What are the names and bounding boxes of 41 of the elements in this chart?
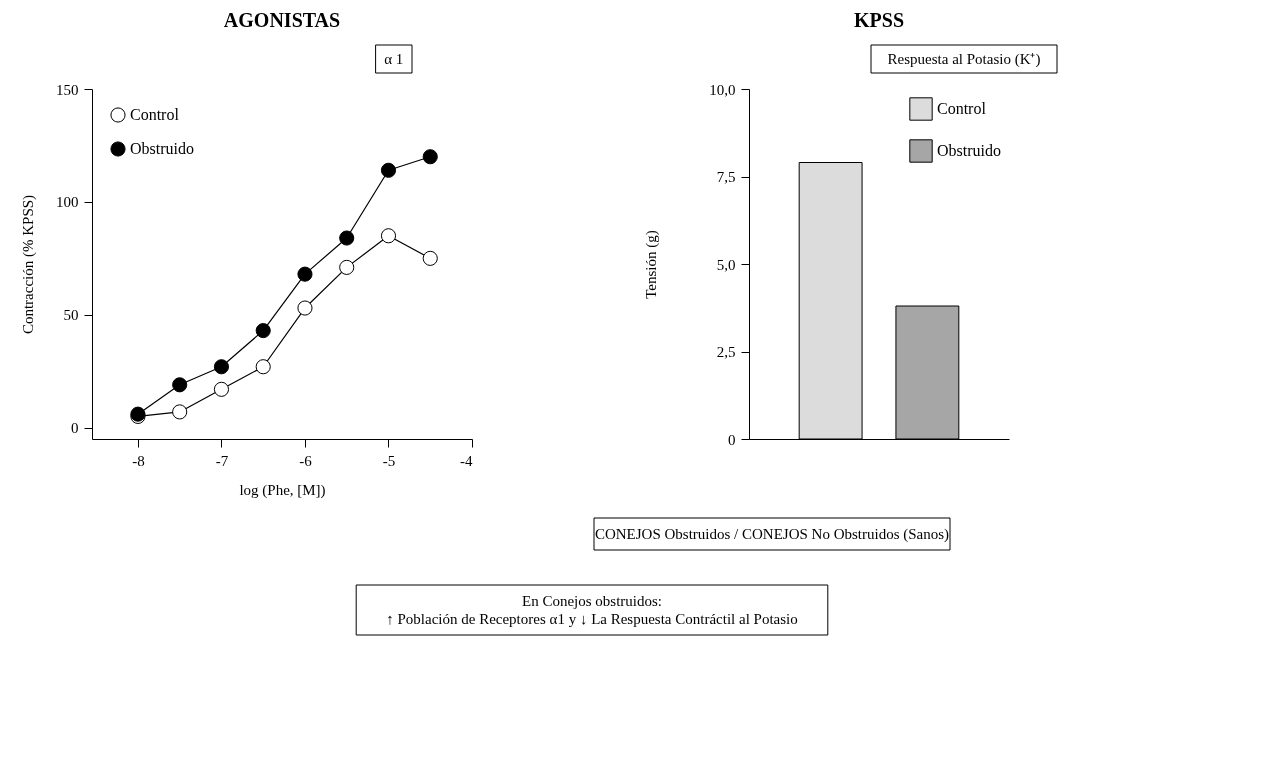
- text: α 1: [384, 51, 404, 67]
- x-tick-label: -5: [382, 452, 396, 469]
- point: [213, 359, 230, 375]
- legend-label: Control: [130, 106, 180, 123]
- legend-label: Obstruido: [130, 140, 194, 157]
- point: [255, 323, 271, 339]
- legend-label: Obstruido: [937, 142, 1001, 159]
- y-tick-label: 0: [71, 420, 79, 437]
- y-tick-label: 150: [56, 81, 79, 98]
- x-tick-label: -6: [299, 452, 313, 469]
- point: [297, 266, 313, 282]
- y-tick-label: 100: [56, 194, 79, 211]
- point: [213, 381, 230, 397]
- x-tick-label: -8: [132, 452, 145, 469]
- y-tick-label: 50: [63, 307, 79, 324]
- point: [297, 300, 313, 316]
- point: [172, 377, 188, 393]
- text: CONEJOS Obstruidos / CONEJOS No Obstruidos (Sanos): [594, 526, 950, 543]
- point: [255, 359, 271, 375]
- y-tick-label: 5,0: [716, 256, 736, 273]
- text: En Conejos obstruidos: ↑ Población de Receptores α1 y ↓ La Respuesta Contráctil al Potasio: [386, 593, 798, 627]
- point: [339, 230, 355, 246]
- chart-title: KPSS: [853, 8, 905, 31]
- legend-label: Control: [937, 100, 987, 117]
- y-tick-label: 10,0: [709, 81, 736, 98]
- y-tick-label: 7,5: [716, 169, 736, 185]
- point: [172, 404, 188, 420]
- y-tick-label: 2,5: [716, 344, 736, 360]
- point: [339, 259, 355, 275]
- y-tick-label: 0: [728, 431, 736, 448]
- point: [380, 228, 397, 244]
- y-axis-title: Tensión (g): [643, 230, 661, 299]
- x-tick-label: -4: [460, 452, 473, 469]
- x-axis-title: log (Phe, [M]): [239, 481, 326, 499]
- point: [422, 250, 438, 266]
- text: Respuesta al Potasio (K⁺): [887, 51, 1041, 68]
- point: [380, 162, 397, 178]
- y-axis-title: Contracción (% KPSS): [20, 194, 37, 335]
- chart-title: AGONISTAS: [223, 8, 341, 31]
- x-tick-label: -7: [215, 452, 229, 469]
- point: [422, 149, 438, 165]
